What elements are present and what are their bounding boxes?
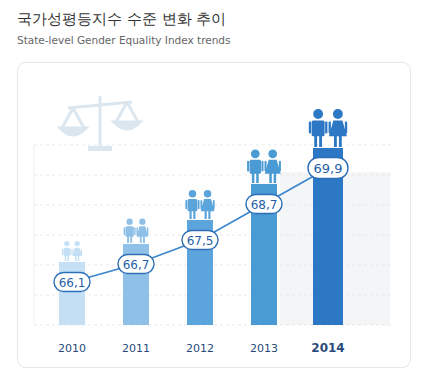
icons bbox=[62, 109, 347, 261]
person-arm bbox=[265, 161, 267, 172]
x-tick-label: 2012 bbox=[186, 342, 214, 355]
person-arm bbox=[147, 227, 148, 235]
person-head bbox=[251, 150, 260, 159]
person-body bbox=[188, 199, 198, 211]
person-arm bbox=[279, 161, 281, 172]
bar bbox=[59, 262, 85, 325]
data-label: 69,9 bbox=[314, 161, 343, 176]
label-pill bbox=[182, 231, 218, 250]
person-head bbox=[333, 109, 343, 119]
x-tick-label: 2013 bbox=[250, 342, 278, 355]
person-leg bbox=[314, 135, 317, 147]
person-arm bbox=[124, 227, 125, 235]
chart-root: 국가성평등지수 수준 변화 추이 State-level Gender Equal… bbox=[0, 0, 429, 386]
person-body bbox=[201, 199, 215, 211]
person-arm bbox=[198, 200, 200, 209]
person-arm bbox=[345, 121, 347, 133]
x-tick-labels: 2010 2011 2012 2013 2014 bbox=[58, 341, 345, 355]
label-pill bbox=[118, 255, 154, 274]
chart-svg: 국가성평등지수 수준 변화 추이 State-level Gender Equal… bbox=[0, 0, 429, 386]
bar bbox=[251, 184, 277, 325]
person-arm bbox=[325, 121, 327, 133]
person-leg bbox=[205, 210, 207, 219]
person-head bbox=[64, 241, 69, 246]
grid bbox=[34, 145, 394, 325]
person-body bbox=[250, 160, 261, 174]
person-head bbox=[268, 150, 277, 159]
person-body bbox=[63, 248, 70, 256]
person-head bbox=[139, 219, 145, 225]
person-body bbox=[329, 120, 347, 136]
person-leg bbox=[75, 255, 76, 261]
person-leg bbox=[339, 135, 342, 147]
trend-line bbox=[72, 168, 328, 282]
person-leg bbox=[256, 173, 259, 183]
person-leg bbox=[127, 236, 129, 243]
bar bbox=[313, 148, 343, 325]
bars bbox=[59, 148, 343, 325]
card bbox=[18, 63, 411, 368]
title: 국가성평등지수 수준 변화 추이 bbox=[17, 10, 226, 28]
data-label: 66,7 bbox=[123, 258, 150, 272]
person-leg bbox=[65, 255, 66, 261]
data-label: 67,5 bbox=[187, 234, 214, 248]
data-label: 68,7 bbox=[251, 198, 278, 212]
person-arm bbox=[200, 200, 202, 209]
balance-icon bbox=[60, 96, 140, 151]
bar bbox=[187, 220, 213, 325]
person-leg bbox=[274, 173, 277, 183]
person-head bbox=[126, 219, 132, 225]
person-arm bbox=[134, 227, 135, 235]
person-leg bbox=[143, 236, 145, 243]
person-leg bbox=[208, 210, 210, 219]
person-arm bbox=[329, 121, 331, 133]
person-leg bbox=[78, 255, 79, 261]
person-body bbox=[72, 248, 82, 256]
person-arm bbox=[72, 249, 73, 255]
x-tick-label: 2011 bbox=[122, 342, 150, 355]
person-arm bbox=[185, 200, 187, 209]
person-arm bbox=[261, 161, 263, 172]
person-arm bbox=[247, 161, 249, 172]
person-leg bbox=[319, 135, 322, 147]
person-leg bbox=[252, 173, 255, 183]
person-arm bbox=[81, 249, 82, 255]
data-labels: 66,1 66,7 67,5 68,7 69,9 bbox=[54, 158, 348, 292]
person-leg bbox=[193, 210, 195, 219]
person-arm bbox=[309, 121, 311, 133]
subtitle: State-level Gender Equality Index trends bbox=[17, 34, 231, 46]
person-arm bbox=[136, 227, 137, 235]
person-head bbox=[204, 190, 212, 198]
label-pill bbox=[246, 195, 282, 214]
x-tick-label: 2014 bbox=[311, 341, 344, 355]
person-arm bbox=[62, 249, 63, 255]
person-body bbox=[137, 226, 149, 236]
person-leg bbox=[140, 236, 142, 243]
label-pill bbox=[54, 273, 90, 292]
y-axis-line bbox=[34, 145, 35, 325]
person-body bbox=[265, 160, 281, 174]
person-leg bbox=[269, 173, 272, 183]
label-pill bbox=[308, 158, 348, 179]
person-head bbox=[189, 190, 197, 198]
data-label: 66,1 bbox=[59, 276, 86, 290]
person-leg bbox=[334, 135, 337, 147]
x-tick-label: 2010 bbox=[58, 342, 86, 355]
person-leg bbox=[190, 210, 192, 219]
person-arm bbox=[70, 249, 71, 255]
person-body bbox=[312, 120, 325, 136]
person-body bbox=[125, 226, 133, 236]
person-head bbox=[75, 241, 80, 246]
person-head bbox=[313, 109, 323, 119]
person-leg bbox=[67, 255, 68, 261]
person-arm bbox=[213, 200, 215, 209]
person-leg bbox=[130, 236, 132, 243]
